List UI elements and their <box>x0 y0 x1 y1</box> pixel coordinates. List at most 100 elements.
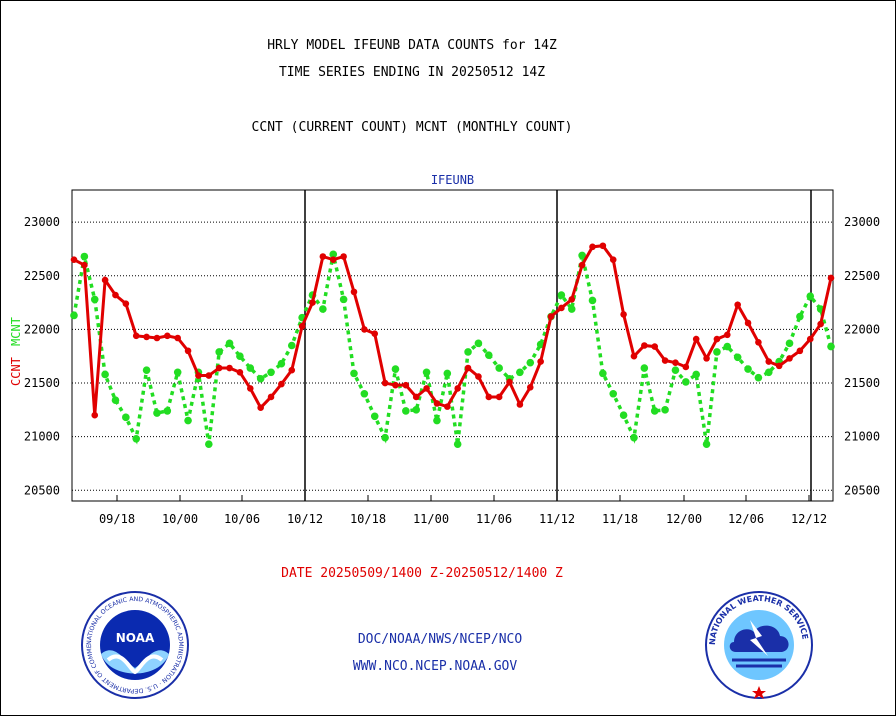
data-point-ccnt <box>547 313 555 320</box>
data-point-mcnt <box>111 396 120 404</box>
data-point-ccnt <box>620 311 627 318</box>
data-point-mcnt <box>319 305 327 313</box>
y-tick-label-left: 22500 <box>24 269 60 283</box>
y-tick-label-right: 20500 <box>844 483 880 497</box>
data-point-mcnt <box>80 252 89 261</box>
data-point-mcnt <box>599 369 607 378</box>
data-point-mcnt <box>443 369 452 378</box>
data-point-mcnt <box>702 440 711 448</box>
data-point-ccnt <box>101 276 109 284</box>
data-point-ccnt <box>661 357 669 364</box>
y-tick-label-right: 23000 <box>844 215 880 229</box>
data-point-ccnt <box>112 291 119 299</box>
data-point-mcnt <box>267 368 275 377</box>
data-point-mcnt <box>402 407 410 415</box>
x-tick-label: 12/00 <box>666 512 702 526</box>
data-point-mcnt <box>744 365 752 373</box>
data-point-mcnt <box>453 440 462 448</box>
data-point-mcnt <box>370 412 379 421</box>
data-point-ccnt <box>651 343 659 350</box>
data-point-mcnt <box>806 292 815 300</box>
data-point-ccnt <box>806 335 814 343</box>
y-tick-label-left: 20500 <box>24 483 60 497</box>
data-point-mcnt <box>70 311 78 320</box>
data-point-ccnt <box>205 372 213 379</box>
data-point-mcnt <box>433 416 441 425</box>
x-tick-label: 10/00 <box>162 512 198 526</box>
data-point-ccnt <box>485 393 493 401</box>
data-point-ccnt <box>495 393 503 401</box>
x-tick-label: 09/18 <box>99 512 135 526</box>
data-point-mcnt <box>495 364 503 372</box>
data-point-mcnt <box>609 389 618 398</box>
data-point-ccnt <box>578 261 586 269</box>
chart-title: IFEUNB <box>431 173 474 187</box>
data-point-mcnt <box>536 340 545 349</box>
data-point-ccnt <box>153 334 161 342</box>
data-point-mcnt <box>163 407 172 415</box>
data-point-ccnt <box>70 256 78 264</box>
data-point-ccnt <box>215 364 223 372</box>
data-point-mcnt <box>650 407 659 415</box>
data-point-ccnt <box>361 326 368 333</box>
noaa-logo: NATIONAL OCEANIC AND ATMOSPHERIC ADMINIS… <box>80 590 189 699</box>
data-point-ccnt <box>257 404 264 412</box>
data-point-ccnt <box>692 335 700 343</box>
data-point-ccnt <box>143 333 150 341</box>
data-point-ccnt <box>526 384 534 391</box>
data-point-ccnt <box>122 300 130 307</box>
data-point-ccnt <box>433 400 441 407</box>
data-point-mcnt <box>350 369 358 378</box>
data-point-ccnt <box>734 301 741 309</box>
data-point-mcnt <box>723 342 732 351</box>
data-point-mcnt <box>630 433 638 442</box>
data-point-ccnt <box>796 347 804 355</box>
data-point-ccnt <box>630 352 638 360</box>
data-point-ccnt <box>288 366 296 374</box>
data-point-ccnt <box>91 411 99 419</box>
data-point-mcnt <box>122 413 130 422</box>
data-point-ccnt <box>184 347 192 355</box>
data-point-ccnt <box>713 335 721 343</box>
data-point-ccnt <box>682 363 690 371</box>
data-point-mcnt <box>661 406 669 414</box>
data-point-mcnt <box>474 339 483 348</box>
data-point-ccnt <box>412 393 420 401</box>
data-point-mcnt <box>225 339 234 348</box>
data-point-mcnt <box>484 351 493 359</box>
data-point-mcnt <box>764 368 773 377</box>
data-point-ccnt <box>599 242 607 250</box>
data-point-mcnt <box>205 440 213 448</box>
data-point-ccnt <box>402 381 410 389</box>
data-point-mcnt <box>827 342 835 351</box>
data-point-mcnt <box>391 365 400 373</box>
data-point-ccnt <box>786 355 793 362</box>
x-tick-label: 11/12 <box>539 512 575 526</box>
x-tick-label: 10/06 <box>224 512 260 526</box>
title-line-2: TIME SERIES ENDING IN 20250512 14Z <box>278 65 546 80</box>
x-tick-label: 11/06 <box>476 512 512 526</box>
data-point-ccnt <box>309 299 316 306</box>
data-point-mcnt <box>526 358 535 367</box>
data-point-mcnt <box>671 366 680 374</box>
y-tick-label-right: 22000 <box>844 322 880 336</box>
data-point-ccnt <box>724 331 731 339</box>
title-line-1: HRLY MODEL IFEUNB DATA COUNTS for 14Z <box>267 38 557 53</box>
plot-area <box>71 189 834 502</box>
data-point-ccnt <box>568 296 576 303</box>
data-point-ccnt <box>775 362 783 370</box>
data-point-ccnt <box>744 319 752 327</box>
data-point-ccnt <box>641 342 648 349</box>
org-path-label: DOC/NOAA/NWS/NCEP/NCO <box>357 632 523 647</box>
y-tick-label-left: 23000 <box>24 215 60 229</box>
data-point-mcnt <box>101 370 109 379</box>
svg-text:NOAA: NOAA <box>116 631 155 645</box>
data-point-mcnt <box>381 433 389 442</box>
data-point-mcnt <box>733 353 742 362</box>
data-point-mcnt <box>557 291 566 299</box>
data-point-ccnt <box>392 381 399 389</box>
y-axis-label-mcnt: MCNT <box>9 317 23 346</box>
data-point-mcnt <box>153 409 161 417</box>
data-point-ccnt <box>516 401 524 408</box>
y-tick-label-left: 22000 <box>24 322 60 336</box>
